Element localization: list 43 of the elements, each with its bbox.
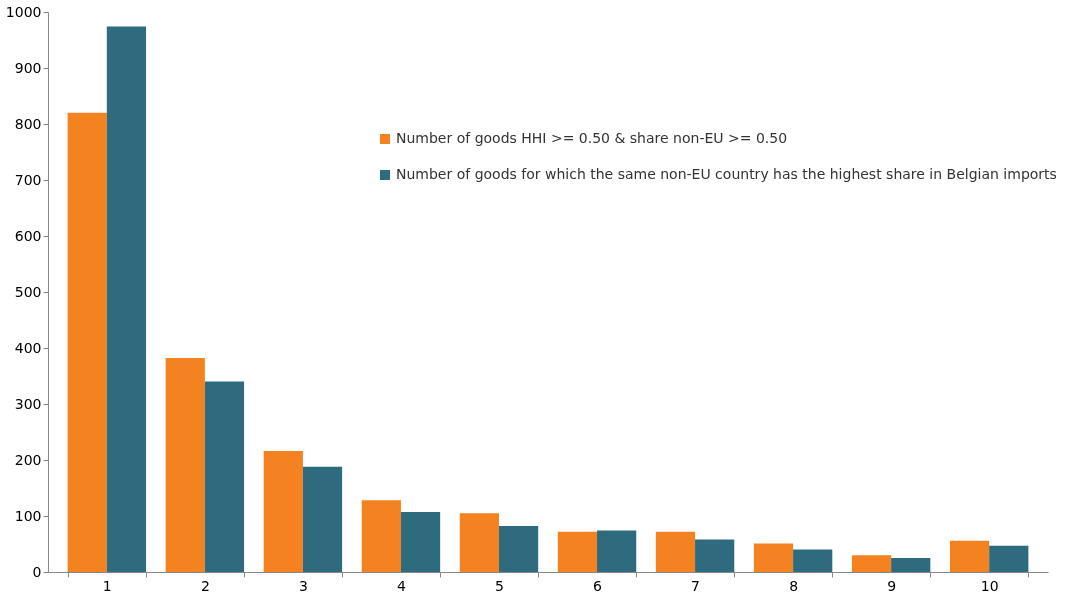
x-tick-label: 9 xyxy=(887,577,897,594)
y-tick-label: 0 xyxy=(32,563,42,580)
y-tick-label: 600 xyxy=(14,227,42,244)
bar xyxy=(204,381,245,572)
bar xyxy=(891,558,931,572)
bar xyxy=(851,555,892,572)
x-tick-label: 4 xyxy=(396,577,406,594)
x-tick-label: 5 xyxy=(495,577,504,594)
bar xyxy=(557,531,598,572)
x-tick-label: 1 xyxy=(102,577,112,594)
bar xyxy=(949,540,990,572)
y-tick-label: 100 xyxy=(14,507,42,524)
y-tick-label: 400 xyxy=(14,339,42,356)
bar xyxy=(165,358,205,572)
bar xyxy=(400,512,441,572)
y-tick-label: 800 xyxy=(14,115,42,132)
legend-label: Number of goods HHI >= 0.50 & share non-EU >= 0.50 xyxy=(396,130,788,146)
x-tick-label: 7 xyxy=(691,577,701,594)
bar xyxy=(498,526,539,572)
bar xyxy=(263,451,303,572)
y-tick-label: 700 xyxy=(14,171,42,188)
bar xyxy=(597,530,637,572)
x-tick-label: 10 xyxy=(980,577,999,594)
x-tick-label: 8 xyxy=(789,577,799,594)
x-tick-label: 3 xyxy=(298,577,308,594)
y-tick-label: 900 xyxy=(14,59,42,76)
x-tick-label: 2 xyxy=(200,577,210,594)
bar xyxy=(106,26,147,572)
bar xyxy=(753,543,794,572)
bar xyxy=(459,513,499,572)
y-tick-label: 1000 xyxy=(5,3,42,20)
y-tick-label: 500 xyxy=(14,283,42,300)
bar xyxy=(655,531,696,572)
x-tick-label: 6 xyxy=(593,577,603,594)
bar xyxy=(793,549,833,572)
legend-label: Number of goods for which the same non-EU country has the highest share in Belgian imports xyxy=(396,166,1057,182)
bar xyxy=(302,466,343,572)
bar xyxy=(361,500,401,572)
bar xyxy=(67,112,107,572)
y-tick-label: 200 xyxy=(14,451,42,468)
y-tick-label: 300 xyxy=(14,395,42,412)
bar xyxy=(989,545,1029,572)
bar xyxy=(695,539,735,572)
